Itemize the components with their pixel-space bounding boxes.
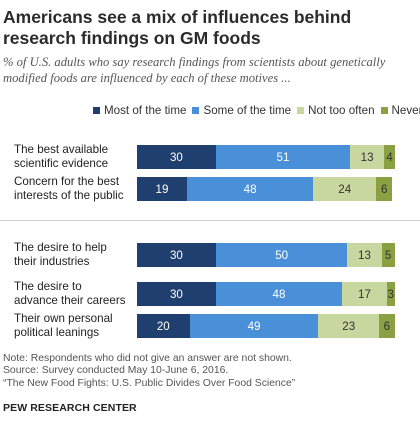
category-label-line: The desire to help [14, 241, 107, 254]
bar-segment: 50 [215, 243, 348, 267]
bar-segment: 23 [318, 314, 379, 338]
legend: Most of the time Some of the time Not too … [93, 104, 420, 120]
data-label: 17 [358, 287, 371, 301]
bar-segment: 13 [347, 243, 382, 267]
bar-segment: 4 [384, 145, 395, 169]
source-line: Source: Survey conducted May 10-June 6, … [3, 365, 229, 377]
category-label: Their own personal political leanings [14, 312, 139, 340]
data-label: 5 [384, 248, 392, 262]
data-label: 30 [169, 287, 183, 301]
category-label-line: their industries [14, 255, 90, 268]
data-label: 50 [275, 248, 289, 262]
report-line: “The New Food Fights: U.S. Public Divide… [3, 377, 296, 389]
bar-segment: 13 [350, 145, 385, 169]
category-label-line: The desire to [14, 280, 82, 293]
category-label-line: interests of the public [14, 189, 124, 202]
data-label: 13 [360, 150, 374, 164]
bar-segment: 30 [137, 282, 216, 306]
source-credit: PEW RESEARCH CENTER [3, 402, 137, 414]
data-label: 6 [380, 182, 388, 196]
bar-segment: 3 [386, 282, 395, 306]
chart-subtitle: % of U.S. adults who say research findin… [3, 55, 386, 85]
legend-swatch [297, 107, 305, 114]
category-label: The desire to advance their careers [14, 280, 139, 308]
category-label: The desire to help their industries [14, 241, 139, 269]
note-line: Note: Respondents who did not give an an… [3, 353, 292, 364]
legend-swatch [93, 107, 100, 114]
data-label: 51 [276, 150, 290, 164]
bar-segment: 5 [381, 243, 395, 267]
data-label: 30 [169, 248, 183, 262]
category-label: Concern for the best interests of the pub… [14, 175, 139, 203]
legend-label: Not too often [308, 104, 375, 117]
legend-item: Never [380, 104, 420, 117]
data-label: 3 [387, 287, 394, 301]
legend-item: Most of the time [93, 104, 186, 117]
bar-segment: 20 [137, 314, 190, 338]
data-label: 4 [386, 150, 393, 164]
category-label-line: advance their careers [14, 294, 126, 307]
category-label-line: political leanings [14, 326, 100, 339]
category-label-line: The best available [14, 143, 109, 156]
legend-swatch [380, 107, 388, 114]
category-label-line: Their own personal [14, 312, 113, 325]
chart-title: Americans see a mix of influences behind… [3, 7, 352, 48]
legend-label: Some of the time [203, 104, 292, 117]
data-label: 49 [247, 319, 261, 333]
bar-segment: 51 [215, 145, 351, 169]
bar-segment: 30 [137, 243, 216, 267]
category-label-line: scientific evidence [14, 157, 109, 170]
data-label: 20 [156, 319, 170, 333]
bar-segment: 6 [376, 177, 393, 201]
legend-label: Most of the time [104, 104, 187, 117]
data-label: 48 [243, 182, 257, 196]
group-divider [0, 220, 420, 221]
data-label: 23 [342, 319, 356, 333]
bar-segment: 19 [137, 177, 187, 201]
data-label: 48 [272, 287, 286, 301]
notes: Note: Respondents who did not give an an… [3, 353, 417, 390]
legend-item: Some of the time [192, 104, 291, 117]
legend-label: Never [391, 104, 420, 117]
data-label: 13 [358, 248, 371, 262]
bar-segment: 49 [189, 314, 319, 338]
bar-segment: 48 [215, 282, 343, 306]
bar-segment: 17 [342, 282, 387, 306]
bar-segment: 6 [378, 314, 395, 338]
category-label-line: Concern for the best [14, 175, 120, 188]
data-label: 19 [155, 182, 169, 196]
bar-segment: 24 [313, 177, 377, 201]
bar-segment: 48 [186, 177, 314, 201]
data-label: 24 [338, 182, 352, 196]
category-label: The best available scientific evidence [14, 143, 139, 171]
bar-segment: 30 [137, 145, 216, 169]
legend-swatch [192, 107, 200, 114]
data-label: 6 [383, 319, 391, 333]
legend-item: Not too often [297, 104, 375, 117]
data-label: 30 [169, 150, 183, 164]
